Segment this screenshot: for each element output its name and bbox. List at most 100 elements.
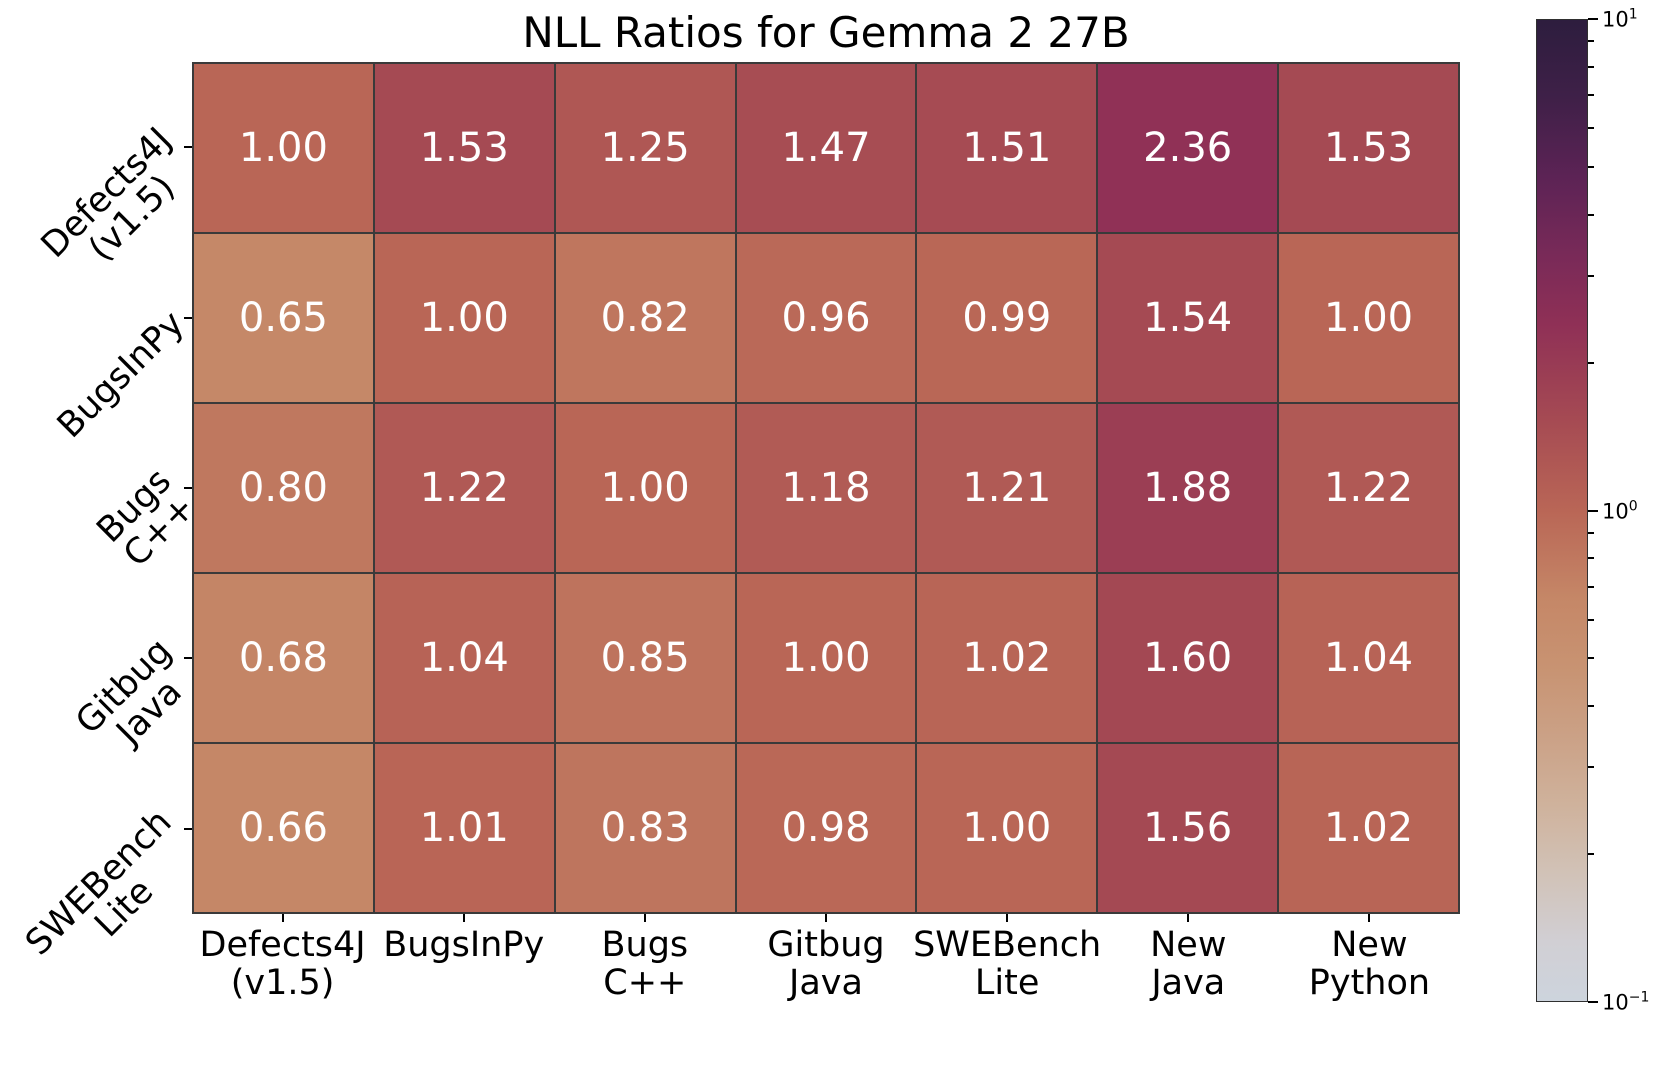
cell-value: 1.00: [419, 295, 509, 341]
cell-value: 0.85: [600, 635, 690, 681]
colorbar-minor-tick: [1588, 213, 1594, 216]
heatmap-cell: 1.00: [374, 234, 554, 402]
x-tick-label: Gitbug Java: [767, 926, 884, 1002]
heatmap-grid: 1.00 1.53 1.25 1.47 1.51 2.36 1.53 0.65 1.00 0.82…: [192, 62, 1460, 914]
colorbar-minor-tick: [1588, 618, 1594, 621]
cell-value: 0.82: [600, 295, 690, 341]
x-tick-label: Defects4J (v1.5): [199, 926, 365, 1002]
heatmap-cell: 1.53: [1279, 64, 1458, 232]
colorbar-tick-label-exponent: 1: [1628, 6, 1638, 23]
heatmap-cell: 1.02: [1279, 744, 1458, 912]
colorbar-tick-label-exponent: 0: [1628, 498, 1638, 514]
heatmap-cell: 0.80: [194, 404, 373, 572]
y-tick-label: Gitbug Java: [68, 632, 204, 767]
colorbar-minor-tick: [1588, 557, 1594, 560]
cell-value: 1.02: [1324, 805, 1414, 851]
heatmap-cell: 1.18: [736, 404, 916, 572]
heatmap-cell: 1.56: [1098, 744, 1278, 912]
heatmap-cell: 1.04: [374, 574, 554, 742]
chart-title: NLL Ratios for Gemma 2 27B: [522, 8, 1130, 57]
heatmap-cell: 1.01: [374, 744, 554, 912]
cell-value: 0.66: [238, 805, 328, 851]
colorbar-minor-tick: [1588, 766, 1594, 769]
cell-value: 1.22: [1324, 465, 1414, 511]
x-tick-label-line: Lite: [974, 963, 1040, 1003]
colorbar-minor-tick: [1588, 40, 1594, 43]
cell-value: 1.47: [781, 125, 871, 171]
cell-value: 0.68: [238, 635, 328, 681]
cell-value: 1.21: [962, 465, 1052, 511]
heatmap-cell: 0.82: [555, 234, 735, 402]
heatmap-cell: 1.00: [736, 574, 916, 742]
heatmap-cell: 1.25: [555, 64, 735, 232]
x-axis-tick: [281, 914, 284, 922]
heatmap-cell: 2.36: [1098, 64, 1278, 232]
cell-value: 1.18: [781, 465, 871, 511]
x-tick-label-line: New: [1331, 925, 1408, 965]
x-tick-label: BugsInPy: [383, 926, 544, 964]
heatmap-cell: 0.68: [194, 574, 373, 742]
y-tick-label-line: BugsInPy: [50, 303, 193, 446]
y-tick-label: SWEBench Lite: [18, 802, 204, 987]
x-tick-label-line: Java: [789, 963, 863, 1003]
colorbar-tick-label-base: 10: [1602, 7, 1629, 32]
y-tick-label: BugsInPy: [50, 303, 193, 446]
cell-value: 1.02: [962, 635, 1052, 681]
cell-value: 1.04: [1324, 635, 1414, 681]
y-axis-tick: [184, 657, 192, 660]
colorbar-minor-tick: [1588, 531, 1594, 534]
colorbar-minor-tick: [1588, 853, 1594, 856]
colorbar: 101 100 10−1: [1536, 7, 1649, 1015]
cell-value: 1.00: [781, 635, 871, 681]
colorbar-major-tick: [1588, 509, 1598, 512]
colorbar-minor-tick: [1588, 127, 1594, 130]
heatmap-cell: 1.00: [1279, 234, 1458, 402]
y-axis-tick: [184, 487, 192, 489]
x-tick-label: Bugs C++: [602, 926, 689, 1002]
x-tick-label-line: BugsInPy: [383, 925, 545, 965]
heatmap-cell: 0.83: [555, 744, 735, 912]
x-tick-label: New Java: [1150, 926, 1226, 1002]
y-tick-label: Defects4J (v1.5): [34, 120, 203, 290]
colorbar-tick-label: 101: [1602, 7, 1638, 32]
heatmap-cell: 1.88: [1098, 404, 1278, 572]
colorbar-major-tick: [1588, 18, 1598, 20]
heatmap-cell: 0.98: [736, 744, 916, 912]
cell-value: 1.60: [1143, 635, 1233, 681]
x-axis-tick: [1006, 914, 1009, 922]
heatmap-cell: 1.60: [1098, 574, 1278, 742]
x-tick-label-line: Python: [1308, 963, 1431, 1003]
colorbar-gradient: [1536, 19, 1588, 1002]
cell-value: 0.80: [238, 465, 328, 511]
heatmap-cell: 1.22: [1279, 404, 1458, 572]
y-axis-tick: [184, 316, 192, 319]
cell-value: 2.36: [1143, 125, 1233, 171]
x-tick-label-line: SWEBench: [913, 925, 1102, 965]
heatmap-cell: 0.99: [917, 234, 1097, 402]
cell-value: 0.83: [600, 805, 690, 851]
x-tick-label-line: (v1.5): [230, 963, 335, 1003]
colorbar-minor-tick: [1588, 274, 1594, 277]
cell-value: 1.00: [962, 805, 1052, 851]
cell-value: 1.00: [600, 465, 690, 511]
colorbar-minor-tick: [1588, 657, 1594, 660]
colorbar-minor-tick: [1588, 705, 1594, 708]
x-tick-label-line: C++: [603, 963, 687, 1003]
cell-value: 0.98: [781, 805, 871, 851]
x-tick-label: New Python: [1309, 926, 1430, 1002]
cell-value: 0.96: [781, 295, 871, 341]
cell-value: 1.00: [1324, 295, 1414, 341]
x-tick-label-line: New: [1150, 925, 1227, 965]
heatmap-cell: 0.65: [194, 234, 373, 402]
cell-value: 1.01: [419, 805, 509, 851]
x-axis-tick: [462, 914, 465, 922]
cell-value: 1.04: [419, 635, 509, 681]
colorbar-minor-tick: [1588, 94, 1594, 97]
colorbar-minor-tick: [1588, 361, 1594, 364]
colorbar-tick-label-base: 10: [1602, 499, 1629, 523]
colorbar-tick-label: 100: [1602, 498, 1638, 523]
cell-value: 1.00: [238, 125, 328, 171]
heatmap-cell: 1.22: [374, 404, 554, 572]
cell-value: 1.22: [419, 465, 509, 511]
heatmap-cell: 1.00: [555, 404, 735, 572]
